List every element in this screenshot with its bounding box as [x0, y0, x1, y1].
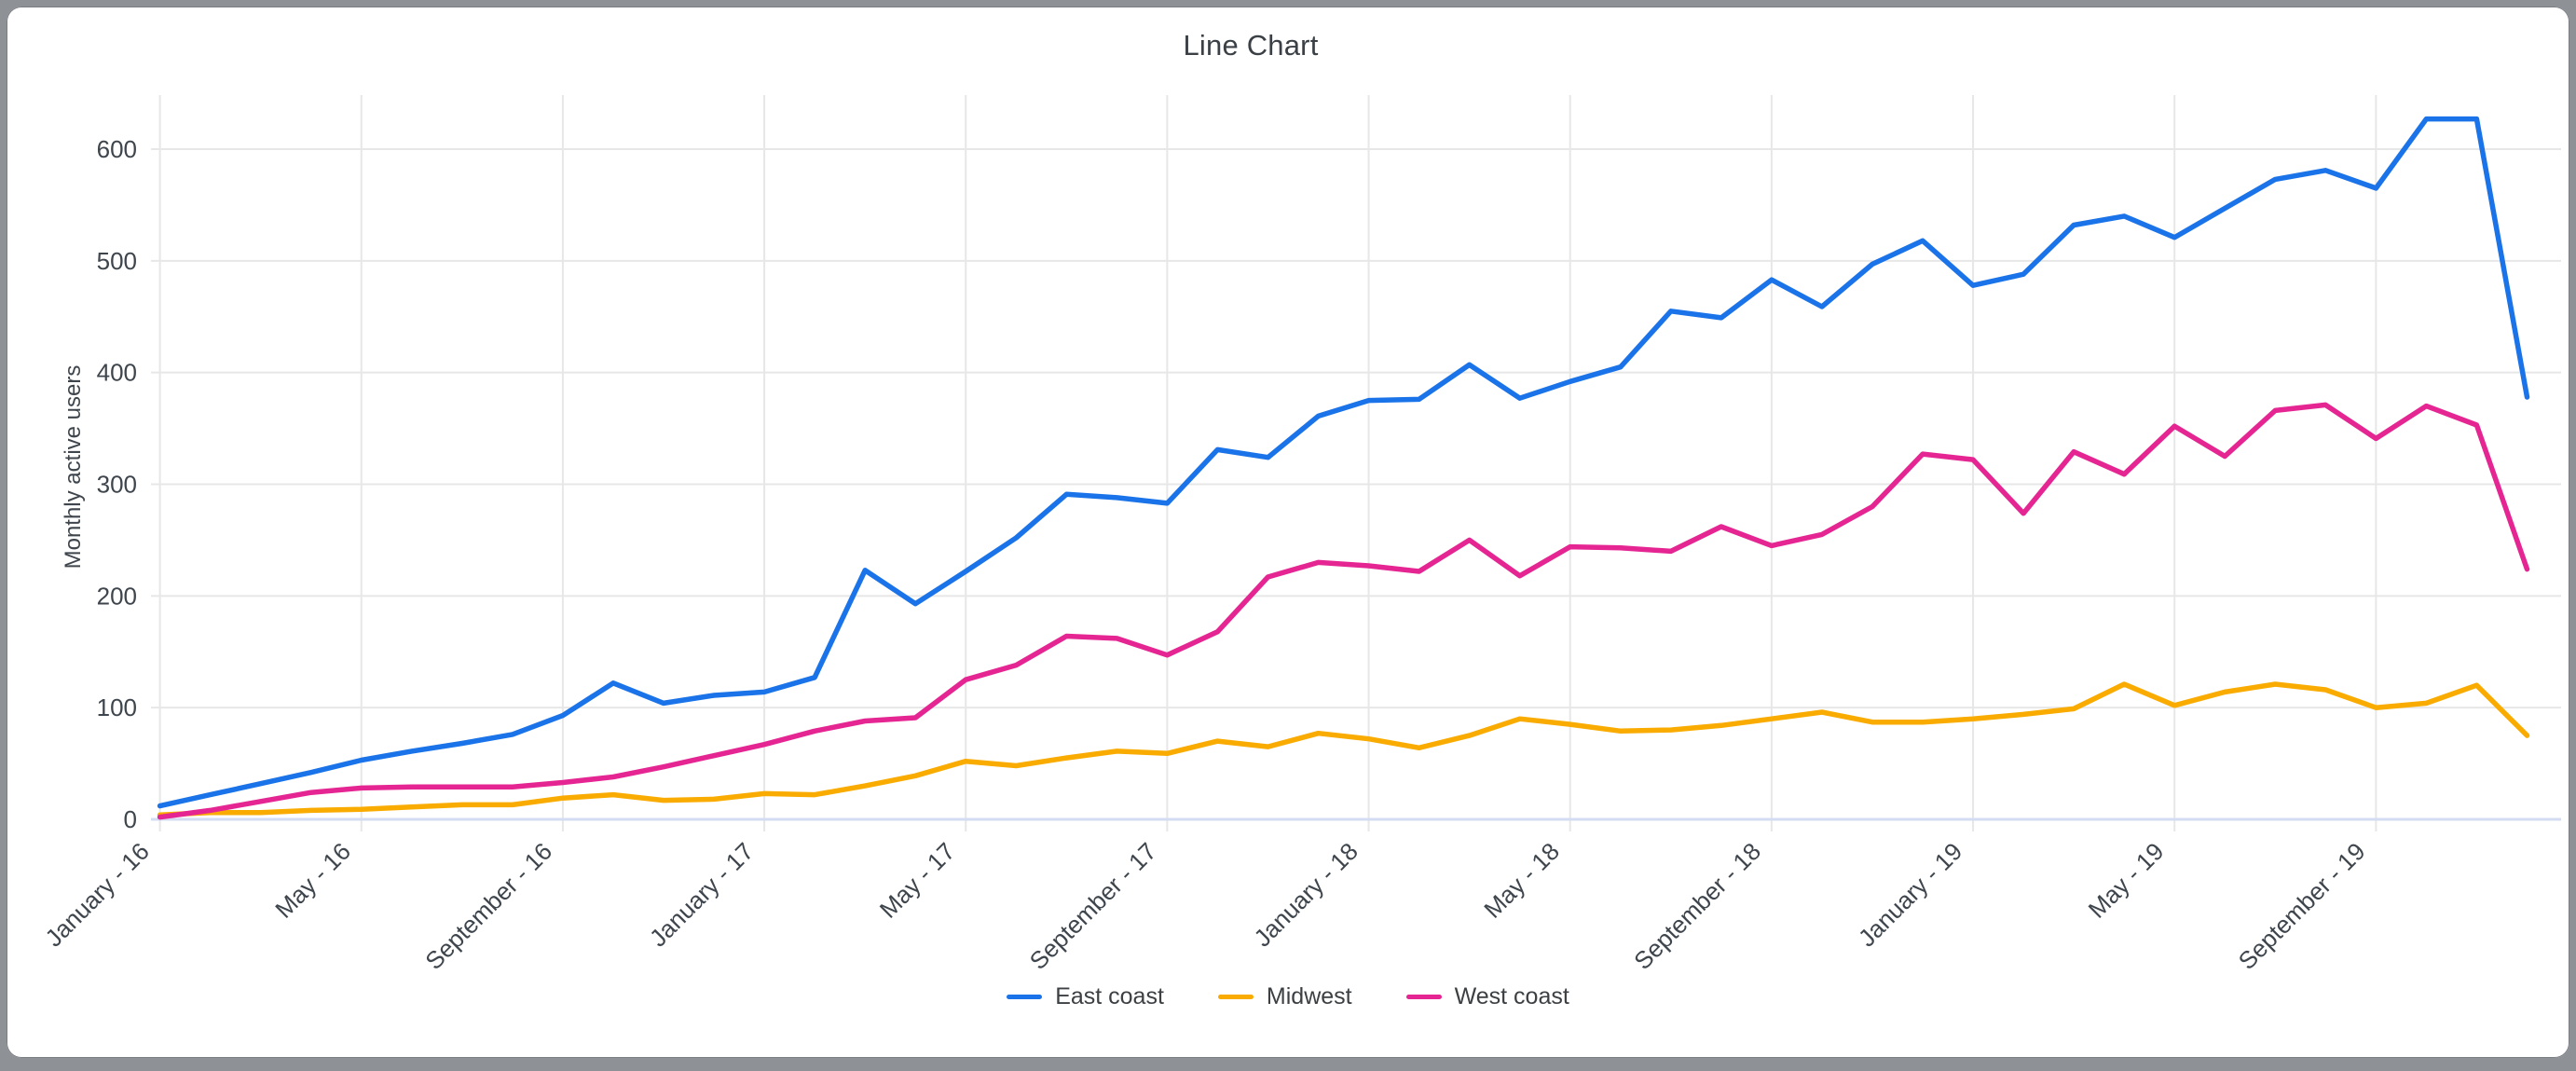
x-tick-labels: January - 16 May - 16 September - 16 Januar…	[39, 837, 2370, 975]
x-tick-label: January - 17	[644, 837, 759, 952]
legend-item-east-coast[interactable]: East coast	[1007, 983, 1164, 1010]
series-line-west-coast[interactable]	[160, 405, 2528, 817]
y-tick-label: 300	[97, 471, 137, 499]
legend-swatch-west-coast	[1406, 995, 1442, 1000]
plot-area[interactable]: 0 100 200 300 400 500 600 January - 16 May - 16 S…	[7, 7, 2576, 1071]
h-gridlines: 0 100 200 300 400 500 600	[97, 135, 2561, 833]
series-line-midwest[interactable]	[160, 684, 2528, 815]
y-tick-label: 400	[97, 359, 137, 387]
y-tick-label: 600	[97, 135, 137, 163]
v-gridlines	[160, 95, 2377, 831]
y-tick-label: 200	[97, 582, 137, 610]
x-tick-label: January - 18	[1248, 837, 1363, 952]
x-tick-label: May - 18	[1478, 837, 1565, 924]
legend-label: West coast	[1455, 983, 1569, 1010]
x-tick-label: January - 16	[39, 837, 154, 952]
x-tick-label: September - 19	[2233, 837, 2371, 975]
x-tick-label: September - 16	[419, 837, 557, 975]
legend-swatch-midwest	[1218, 995, 1254, 1000]
legend-label: East coast	[1055, 983, 1164, 1010]
x-tick-label: May - 17	[874, 837, 961, 924]
y-tick-label: 100	[97, 693, 137, 721]
x-tick-label: September - 18	[1628, 837, 1766, 975]
x-tick-label: January - 19	[1853, 837, 1967, 952]
x-tick-label: May - 16	[269, 837, 356, 924]
y-tick-label: 0	[124, 805, 137, 833]
legend-label: Midwest	[1267, 983, 1352, 1010]
legend-item-midwest[interactable]: Midwest	[1218, 983, 1352, 1010]
y-tick-label: 500	[97, 247, 137, 275]
legend-item-west-coast[interactable]: West coast	[1406, 983, 1569, 1010]
legend: East coast Midwest West coast	[7, 983, 2569, 1010]
x-tick-label: May - 19	[2083, 837, 2170, 924]
x-tick-label: September - 17	[1024, 837, 1162, 975]
legend-swatch-east-coast	[1007, 995, 1042, 1000]
